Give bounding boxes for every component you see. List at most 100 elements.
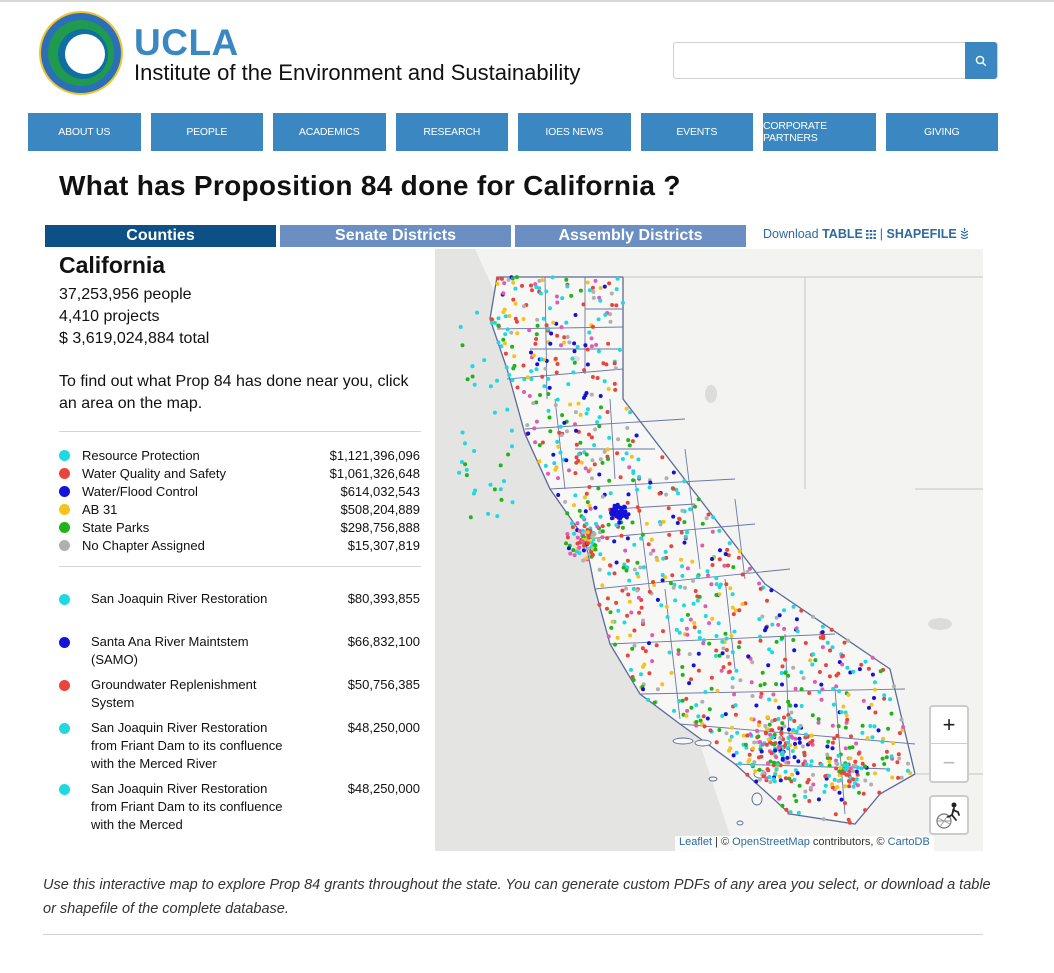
grant-point[interactable] [853,763,858,768]
grant-point[interactable] [717,728,722,732]
grant-point[interactable] [562,335,567,340]
grant-point[interactable] [682,603,686,608]
grant-point[interactable] [777,745,782,750]
grant-point[interactable] [736,555,741,560]
grant-point[interactable] [706,512,711,517]
grant-point[interactable] [560,413,565,418]
grant-point[interactable] [734,750,739,755]
grant-point[interactable] [803,732,808,737]
grant-point[interactable] [668,581,673,586]
grant-point[interactable] [664,604,669,609]
grant-point[interactable] [782,715,786,720]
grant-point[interactable] [819,682,824,687]
grant-point[interactable] [585,280,590,285]
grant-point[interactable] [783,670,788,675]
grant-point[interactable] [694,723,699,728]
grant-point[interactable] [570,356,575,361]
grant-point[interactable] [558,450,563,455]
grant-point[interactable] [737,549,742,554]
grant-point[interactable] [492,410,497,415]
grant-point[interactable] [693,504,697,509]
grant-point[interactable] [723,552,728,557]
grant-point[interactable] [849,766,853,771]
grant-point[interactable] [872,724,877,729]
grant-point[interactable] [537,443,542,448]
grant-point[interactable] [759,691,764,696]
grant-point[interactable] [745,733,750,738]
grant-point[interactable] [676,651,681,656]
grant-point[interactable] [710,563,715,567]
grant-point[interactable] [574,428,578,433]
grant-point[interactable] [775,762,780,767]
grant-point[interactable] [854,777,859,782]
grant-point[interactable] [680,508,685,513]
grant-point[interactable] [697,629,702,634]
grant-point[interactable] [652,583,657,587]
grant-point[interactable] [788,810,793,815]
grant-point[interactable] [764,742,769,747]
grant-point[interactable] [714,593,719,597]
grant-point[interactable] [791,604,796,609]
project-row[interactable]: Groundwater Replenishment System $50,756,… [59,676,420,712]
grant-point[interactable] [600,524,605,529]
grant-point[interactable] [626,438,631,443]
grant-point[interactable] [733,703,738,708]
grant-point[interactable] [845,665,850,670]
grant-point[interactable] [515,385,520,390]
grant-point[interactable] [595,420,600,425]
nav-academics[interactable]: ACADEMICS [273,113,386,151]
grant-point[interactable] [586,546,591,551]
grant-point[interactable] [671,514,676,519]
grant-point[interactable] [760,670,765,675]
grant-point[interactable] [701,641,706,646]
grant-point[interactable] [639,672,643,677]
grant-point[interactable] [714,653,718,658]
grant-point[interactable] [756,734,761,739]
grant-point[interactable] [772,732,777,737]
grant-point[interactable] [660,578,665,583]
grant-point[interactable] [727,669,732,674]
grant-point[interactable] [613,642,617,647]
grant-point[interactable] [817,689,822,694]
grant-point[interactable] [780,682,784,687]
grant-point[interactable] [553,403,558,408]
grant-point[interactable] [629,454,634,459]
grant-point[interactable] [704,516,709,521]
grant-point[interactable] [534,285,539,290]
grant-point[interactable] [651,548,656,553]
grant-point[interactable] [463,441,467,446]
grant-point[interactable] [617,520,622,525]
grant-point[interactable] [696,497,701,502]
grant-point[interactable] [834,766,839,771]
grant-point[interactable] [688,507,693,512]
grant-point[interactable] [646,542,651,547]
grant-point[interactable] [625,613,630,618]
grant-point[interactable] [827,674,832,679]
grant-point[interactable] [703,690,708,694]
grant-point[interactable] [606,341,611,346]
grant-point[interactable] [900,728,905,732]
grant-point[interactable] [738,761,742,766]
grant-point[interactable] [839,710,844,715]
grant-point[interactable] [783,657,788,662]
grant-point[interactable] [631,586,636,591]
grant-point[interactable] [719,668,724,673]
grant-point[interactable] [725,547,730,552]
grant-point[interactable] [543,463,548,468]
grant-point[interactable] [601,556,606,561]
grant-point[interactable] [771,692,776,697]
grant-point[interactable] [777,613,782,618]
grant-point[interactable] [631,469,636,474]
grant-point[interactable] [666,506,671,511]
grant-point[interactable] [680,665,685,669]
grant-point[interactable] [869,702,874,707]
grant-point[interactable] [529,369,534,374]
grant-point[interactable] [513,301,518,306]
grant-point[interactable] [510,276,515,281]
grant-point[interactable] [533,341,538,346]
grant-point[interactable] [843,710,848,715]
grant-point[interactable] [616,513,621,517]
grant-point[interactable] [581,558,586,563]
grant-point[interactable] [772,718,777,722]
grant-point[interactable] [740,572,745,577]
